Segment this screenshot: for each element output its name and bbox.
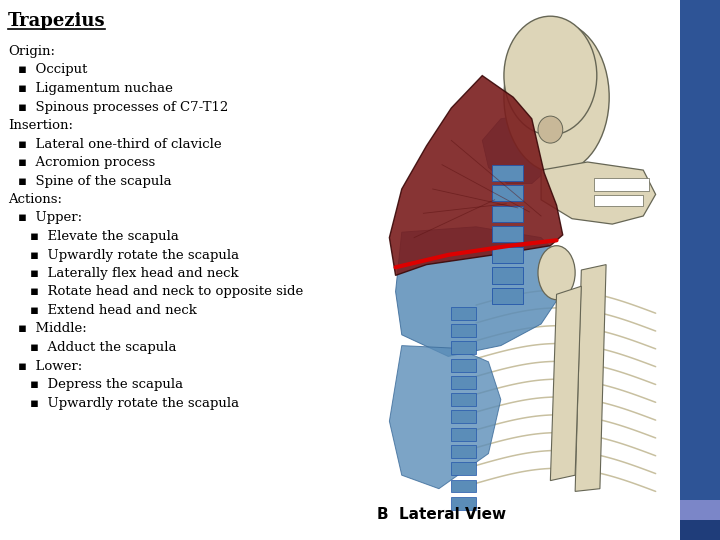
Bar [451, 307, 476, 320]
Bar [451, 480, 476, 492]
Text: ▪  Spinous processes of C7-T12: ▪ Spinous processes of C7-T12 [18, 100, 228, 113]
Text: ▪  Lateral one-third of clavicle: ▪ Lateral one-third of clavicle [18, 138, 222, 151]
Text: ▪  Middle:: ▪ Middle: [18, 322, 86, 335]
Bar [451, 324, 476, 337]
Bar [492, 226, 523, 242]
Text: ▪  Spine of the scapula: ▪ Spine of the scapula [18, 174, 171, 187]
Bar [451, 341, 476, 354]
Text: ▪  Upwardly rotate the scapula: ▪ Upwardly rotate the scapula [30, 248, 239, 261]
Bar [680, 520, 720, 540]
Bar [594, 178, 649, 191]
Bar [451, 428, 476, 441]
Text: ▪  Rotate head and neck to opposite side: ▪ Rotate head and neck to opposite side [30, 286, 303, 299]
Polygon shape [575, 265, 606, 491]
Bar [492, 247, 523, 263]
Bar [451, 359, 476, 372]
Bar [492, 267, 523, 284]
Text: ▪  Ligamentum nuchae: ▪ Ligamentum nuchae [18, 82, 173, 95]
Polygon shape [541, 162, 656, 224]
Ellipse shape [538, 246, 575, 300]
Bar [451, 410, 476, 423]
Text: ▪  Adduct the scapula: ▪ Adduct the scapula [30, 341, 176, 354]
Text: ▪  Extend head and neck: ▪ Extend head and neck [30, 304, 197, 317]
Text: ▪  Upper:: ▪ Upper: [18, 212, 82, 225]
Bar [680, 0, 720, 500]
Bar [451, 445, 476, 458]
Bar [451, 462, 476, 475]
Polygon shape [482, 113, 550, 184]
Bar [492, 288, 523, 304]
Polygon shape [395, 227, 563, 356]
Text: ▪  Depress the scapula: ▪ Depress the scapula [30, 378, 183, 391]
Polygon shape [550, 286, 581, 481]
Bar [371, 0, 680, 540]
Text: Origin:: Origin: [8, 45, 55, 58]
Text: ▪  Lower:: ▪ Lower: [18, 360, 82, 373]
Ellipse shape [504, 22, 609, 173]
Ellipse shape [504, 16, 597, 135]
Text: Trapezius: Trapezius [8, 12, 106, 30]
Text: Lateral View: Lateral View [399, 507, 506, 522]
Text: B: B [377, 507, 389, 522]
Bar [594, 195, 643, 206]
Text: ▪  Acromion process: ▪ Acromion process [18, 156, 156, 169]
Bar [492, 165, 523, 181]
Polygon shape [390, 346, 501, 489]
Polygon shape [390, 76, 563, 275]
Text: ▪  Laterally flex head and neck: ▪ Laterally flex head and neck [30, 267, 238, 280]
Bar [451, 393, 476, 406]
Bar [492, 185, 523, 201]
Ellipse shape [538, 116, 563, 143]
Bar [451, 376, 476, 389]
Text: ▪  Upwardly rotate the scapula: ▪ Upwardly rotate the scapula [30, 396, 239, 409]
Bar [451, 497, 476, 510]
Bar [492, 206, 523, 222]
Bar [680, 500, 720, 520]
Text: Actions:: Actions: [8, 193, 62, 206]
Text: ▪  Occiput: ▪ Occiput [18, 64, 87, 77]
Text: Insertion:: Insertion: [8, 119, 73, 132]
Text: ▪  Elevate the scapula: ▪ Elevate the scapula [30, 230, 179, 243]
